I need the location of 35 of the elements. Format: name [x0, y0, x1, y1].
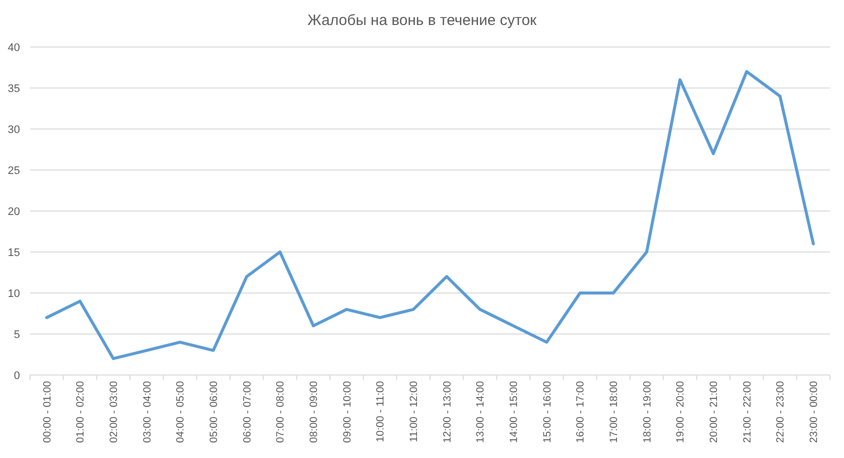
x-tick-label: 20:00 - 21:00: [708, 380, 720, 443]
y-tick-label: 35: [8, 82, 20, 95]
x-tick-label: 04:00 - 05:00: [174, 380, 187, 443]
x-tick-label: 22:00 - 23:00: [774, 380, 787, 443]
x-tick-label: 14:00 - 15:00: [508, 380, 520, 443]
x-tick-label: 07:00 - 08:00: [274, 380, 287, 443]
x-tick-label: 19:00 - 20:00: [674, 380, 687, 443]
chart-title: Жалобы на вонь в течение суток: [308, 12, 537, 29]
x-tick-label: 00:00 - 01:00: [41, 380, 54, 443]
x-tick-label: 21:00 - 22:00: [741, 380, 754, 443]
x-tick-label: 05:00 - 06:00: [208, 380, 220, 443]
y-tick-label: 20: [8, 206, 20, 218]
y-tick-label: 5: [14, 328, 20, 341]
x-tick-label: 13:00 - 14:00: [474, 380, 487, 443]
x-tick-label: 17:00 - 18:00: [608, 380, 620, 443]
x-tick-label: 01:00 - 02:00: [74, 380, 87, 443]
y-tick-label: 0: [14, 370, 20, 382]
x-tick-label: 16:00 - 17:00: [574, 380, 587, 443]
x-tick-label: 11:00 - 12:00: [408, 380, 420, 442]
y-tick-label: 40: [8, 42, 20, 54]
x-tick-label: 15:00 - 16:00: [541, 380, 554, 443]
x-tick-label: 12:00 - 13:00: [441, 380, 454, 443]
x-tick-label: 03:00 - 04:00: [141, 380, 154, 443]
x-tick-label: 08:00 - 09:00: [308, 380, 320, 443]
x-tick-label: 06:00 - 07:00: [241, 380, 254, 443]
x-tick-label: 09:00 - 10:00: [341, 380, 354, 443]
y-tick-label: 15: [8, 246, 20, 259]
x-tick-label: 18:00 - 19:00: [641, 380, 654, 443]
y-tick-label: 30: [8, 124, 20, 136]
y-tick-label: 25: [8, 164, 20, 177]
line-series: [45, 70, 815, 360]
x-tick-label: 10:00 - 11:00: [374, 380, 387, 442]
x-tick-label: 23:00 - 00:00: [808, 380, 820, 443]
x-tick-label: 02:00 - 03:00: [108, 380, 120, 443]
y-tick-label: 10: [8, 288, 20, 300]
